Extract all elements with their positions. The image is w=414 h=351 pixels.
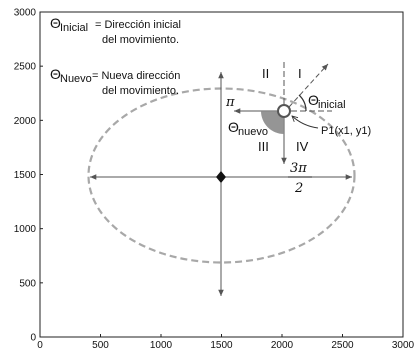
theta-new-angle-sector [261, 111, 284, 134]
y-tick-label: 1000 [14, 224, 37, 235]
point-p1-marker [277, 104, 291, 118]
theta-initial-label-sub: inicial [318, 99, 346, 111]
quadrant-label-3: III [258, 139, 269, 154]
x-tick-label: 1000 [150, 340, 173, 351]
theta-initial-label-symbol: Θ [308, 92, 319, 108]
center-diamond-marker [216, 171, 226, 183]
y-axis-ticks: 0 500 1000 1500 2000 2500 3000 [14, 8, 43, 344]
legend-theta-new-sub: Nuevo [60, 73, 92, 85]
y-tick-label: 3000 [14, 8, 37, 19]
x-tick-label: 2500 [331, 340, 354, 351]
legend-theta-initial-line1: = Dirección inicial [95, 19, 181, 31]
pi-label: π [225, 95, 235, 110]
quadrant-label-1: I [298, 66, 302, 81]
y-tick-label: 500 [19, 278, 36, 289]
legend-theta-new-symbol: Θ [50, 66, 61, 82]
x-tick-label: 0 [37, 340, 43, 351]
legend-theta-initial-line2: del movimiento. [102, 34, 179, 46]
x-tick-label: 1500 [210, 340, 233, 351]
theta-new-label-sub: nuevo [238, 126, 268, 138]
x-axis-ticks: 0 500 1000 1500 2000 2500 3000 [37, 334, 414, 351]
theta-new-label-symbol: Θ [228, 119, 239, 135]
legend-theta-new-line1: = Nueva dirección [92, 70, 180, 82]
y-tick-label: 2000 [14, 116, 37, 127]
initial-direction-arrow [288, 63, 329, 108]
y-tick-label: 1500 [14, 170, 37, 181]
y-tick-label: 0 [30, 333, 36, 344]
x-tick-label: 2000 [271, 340, 294, 351]
y-tick-label: 2500 [14, 62, 37, 73]
x-tick-label: 3000 [392, 340, 414, 351]
p1-pointer-arrow [292, 116, 319, 129]
legend-theta-initial-sub: Inicial [60, 22, 88, 34]
quadrant-label-2: II [262, 66, 269, 81]
legend-theta-new-line2: del movimiento. [102, 85, 179, 97]
three-pi-numerator: 3π [290, 161, 307, 176]
x-tick-label: 500 [92, 340, 109, 351]
three-pi-denominator: 2 [294, 181, 303, 196]
theta-initial-angle-arc [298, 94, 307, 112]
legend-theta-initial-symbol: Θ [50, 15, 61, 31]
quadrant-label-4: IV [296, 139, 309, 154]
point-p1-label: P1(x1, y1) [321, 125, 371, 137]
